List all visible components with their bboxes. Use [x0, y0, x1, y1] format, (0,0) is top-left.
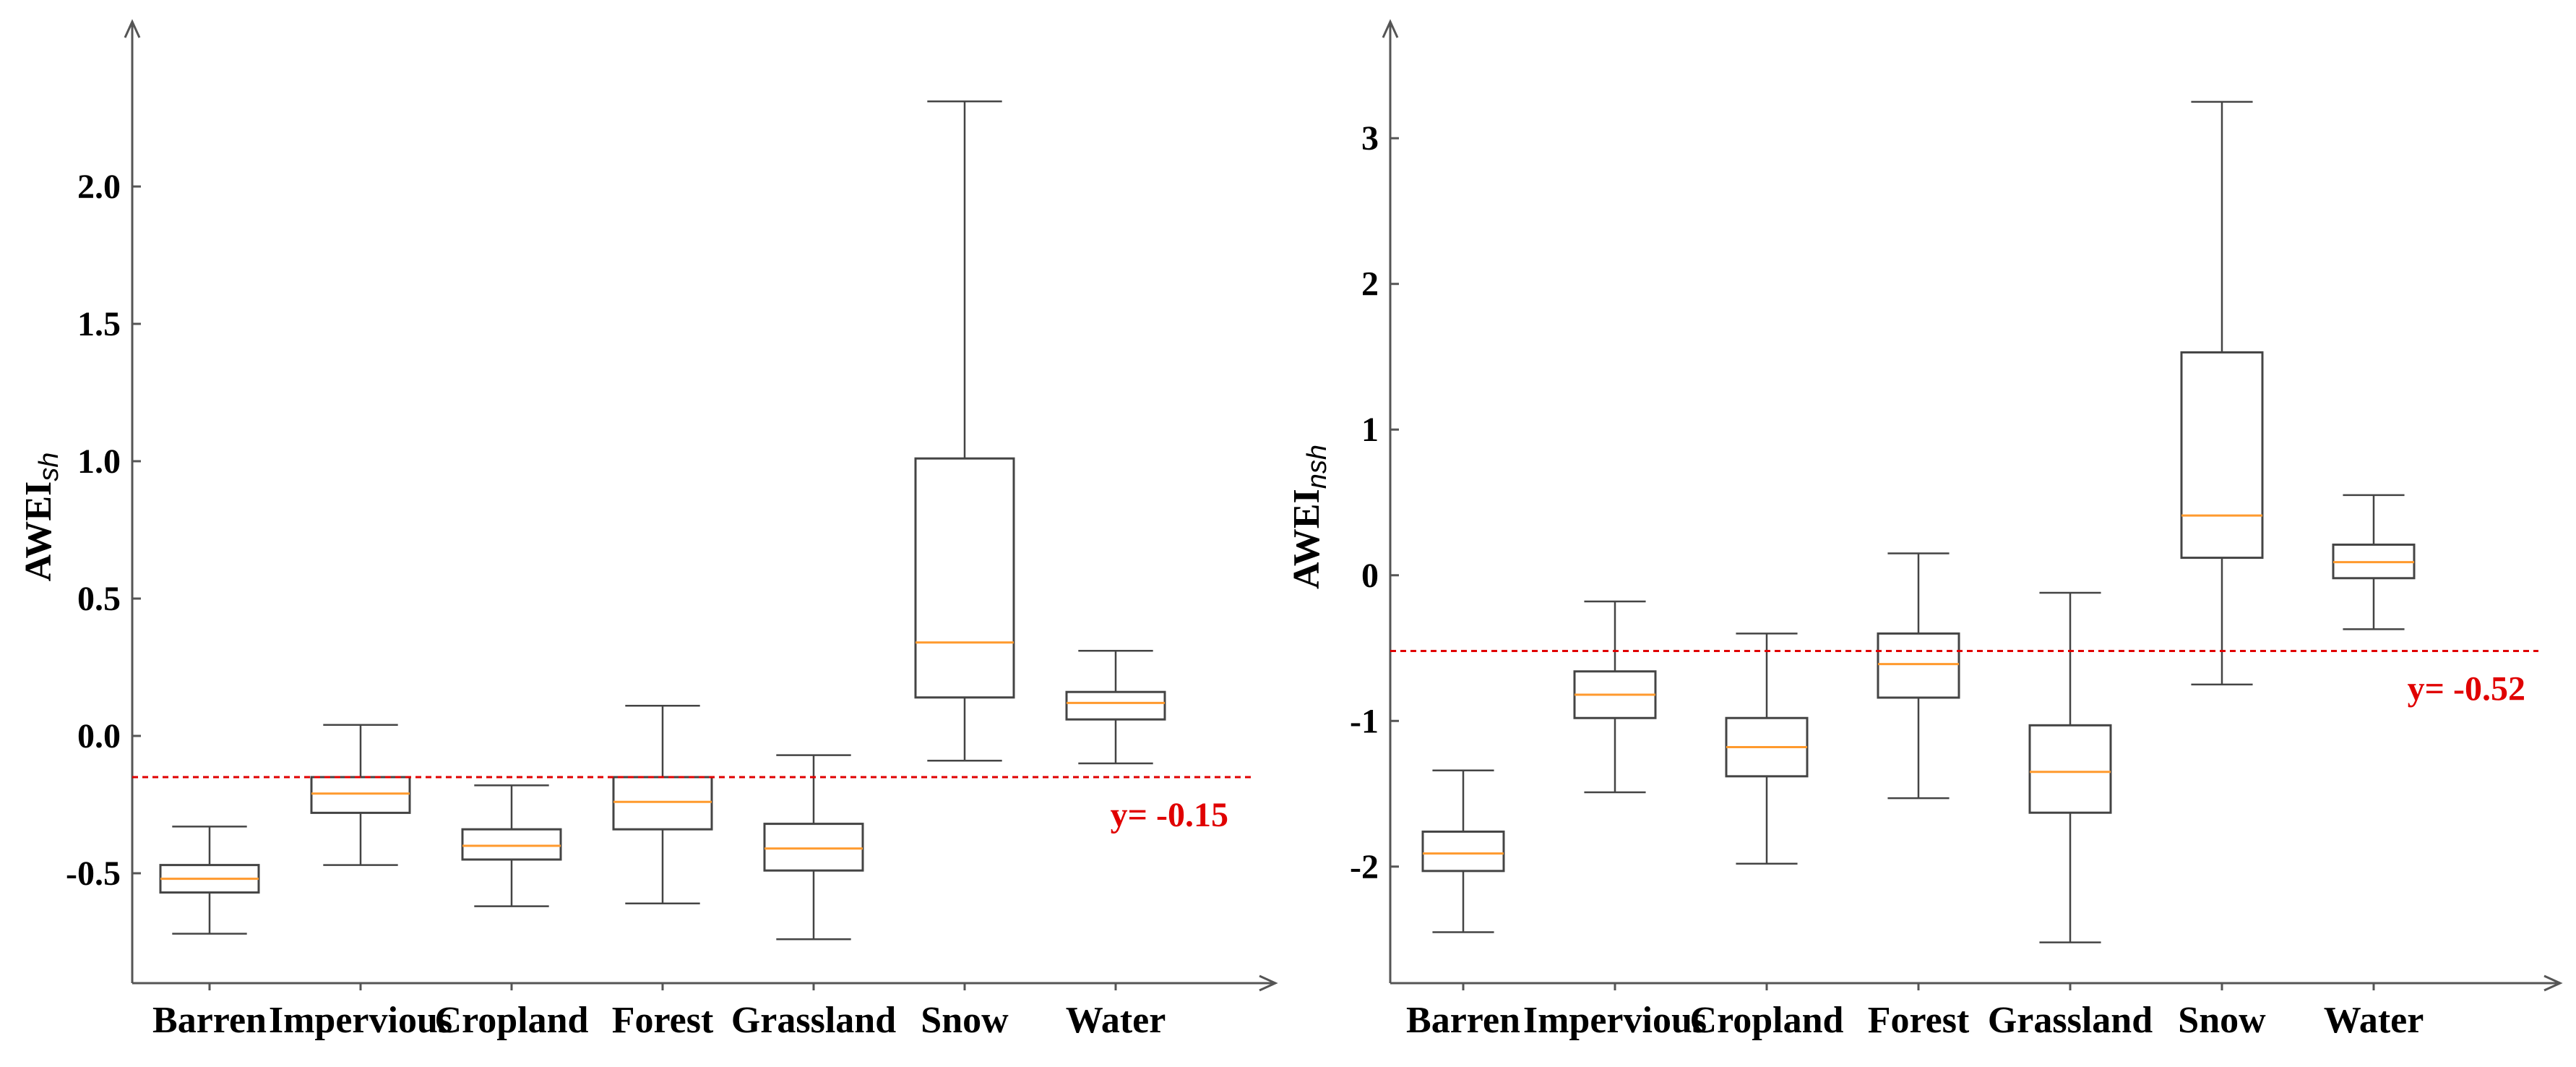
x-tick-label: Barren	[1406, 1000, 1520, 1041]
box-water	[1065, 690, 1166, 721]
box-barren	[1421, 830, 1505, 873]
box-grassland	[2028, 724, 2112, 814]
box-cropland	[461, 828, 562, 861]
y-axis-arrow-icon	[1382, 19, 1399, 38]
y-axis-label: AWEIsh	[18, 453, 64, 582]
y-tick-label: 0.5	[77, 580, 121, 618]
box-forest	[612, 776, 713, 831]
y-tick-label: 3	[1361, 119, 1379, 158]
y-tick-label: 0	[1361, 557, 1379, 595]
y-tick-label: -1	[1350, 702, 1379, 740]
x-tick-label: Grassland	[1988, 1000, 2153, 1041]
y-tick-label: 2.0	[77, 168, 121, 206]
box-snow	[2180, 351, 2264, 560]
y-axis-label: AWEInsh	[1286, 445, 1332, 589]
box-grassland	[763, 823, 864, 872]
x-tick-label: Impervious	[1523, 1000, 1707, 1041]
x-tick-label: Snow	[921, 1000, 1009, 1041]
y-tick-label: 0.0	[77, 717, 121, 755]
left-boxplot-panel: -0.5 0.0 0.5 1.0 1.5 2.0 AWEIsh Barren Imperviou…	[18, 19, 1278, 1041]
threshold-label: y= -0.15	[1111, 796, 1228, 834]
box-forest	[1877, 632, 1960, 699]
x-tick-label: Water	[1066, 1000, 1166, 1041]
y-tick-label: 1.0	[77, 442, 121, 481]
x-tick-label: Water	[2324, 1000, 2424, 1041]
y-tick-label: -2	[1350, 848, 1379, 886]
x-tick-label: Cropland	[1690, 1000, 1844, 1041]
x-tick-label: Snow	[2178, 1000, 2266, 1041]
box-snow	[914, 457, 1015, 699]
threshold-label: y= -0.52	[2408, 670, 2525, 708]
x-tick-label: Impervious	[269, 1000, 452, 1041]
x-tick-label: Forest	[1868, 1000, 1970, 1041]
y-tick-label: 1	[1361, 411, 1379, 449]
box-impervious	[310, 776, 411, 814]
y-tick-label: 2	[1361, 265, 1379, 304]
x-tick-label: Grassland	[731, 1000, 896, 1041]
x-tick-label: Cropland	[435, 1000, 589, 1041]
y-axis-arrow-icon	[124, 19, 141, 38]
x-axis-arrow-icon	[2543, 974, 2563, 992]
y-tick-label: -0.5	[66, 854, 121, 893]
x-tick-label: Barren	[152, 1000, 267, 1041]
x-axis-arrow-icon	[1259, 974, 1278, 992]
y-tick-label: 1.5	[77, 305, 121, 343]
x-tick-label: Forest	[612, 1000, 714, 1041]
